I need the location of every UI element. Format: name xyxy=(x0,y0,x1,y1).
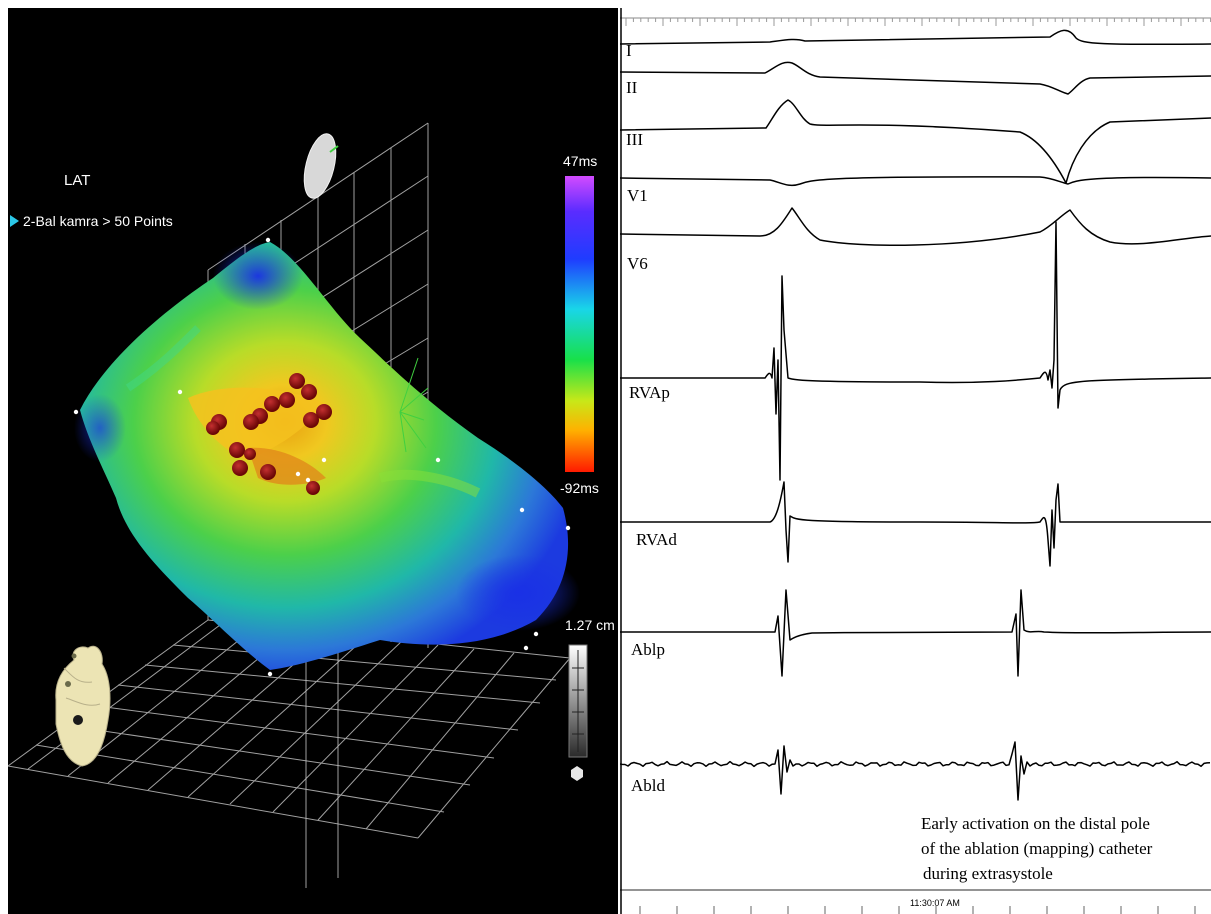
lead-label-v1: V1 xyxy=(627,186,648,205)
trace-lead-ii xyxy=(620,61,1211,95)
lead-label-iii: III xyxy=(626,130,643,149)
distance-ruler-icon[interactable] xyxy=(568,644,588,781)
lead-label-abld: Abld xyxy=(631,776,665,795)
annotation-line-1: Early activation on the distal pole xyxy=(921,814,1150,833)
trace-lead-iii xyxy=(620,99,1211,184)
trace-lead-v6 xyxy=(620,207,1211,246)
map-layer-item[interactable]: 2-Bal kamra > 50 Points xyxy=(10,213,173,229)
trace-lead-rvad xyxy=(620,481,1211,567)
lead-label-ii: II xyxy=(626,78,638,97)
recording-timestamp: 11:30:07 AM xyxy=(910,898,960,908)
lat-color-scale xyxy=(565,176,594,472)
electrogram-panel[interactable]: I II III V1 V6 RVAp RVAd Ablp Abld Early… xyxy=(620,0,1211,914)
orientation-ellipse-icon[interactable] xyxy=(298,131,341,202)
ablation-lesions xyxy=(206,373,332,495)
scale-min-label: -92ms xyxy=(560,480,599,496)
trace-lead-v1 xyxy=(620,176,1211,187)
time-ruler-top-ticks xyxy=(625,18,1211,26)
scale-max-label: 47ms xyxy=(563,153,598,169)
heart-model-icon[interactable] xyxy=(55,645,111,767)
lead-label-i: I xyxy=(626,41,632,60)
map-measure-label: LAT xyxy=(64,172,91,189)
panel-divider xyxy=(618,0,620,914)
ventricle-surface[interactable] xyxy=(74,242,580,670)
lead-label-rvap: RVAp xyxy=(629,383,670,402)
distance-label: 1.27 cm xyxy=(565,617,615,633)
annotation-text: Early activation on the distal pole of t… xyxy=(921,811,1211,886)
time-ruler-bottom-ticks xyxy=(639,906,1196,914)
layer-pointer-icon xyxy=(10,215,19,227)
annotation-line-3: during extrasystole xyxy=(923,864,1053,883)
map-layer-label: 2-Bal kamra > 50 Points xyxy=(23,213,173,229)
activation-map-panel[interactable]: LAT 2-Bal kamra > 50 Points 47ms -92ms 1… xyxy=(8,8,618,914)
lead-label-v6: V6 xyxy=(627,254,648,273)
lead-label-ablp: Ablp xyxy=(631,640,665,659)
annotation-line-2: of the ablation (mapping) catheter xyxy=(921,839,1153,858)
activation-map-canvas[interactable] xyxy=(8,8,618,914)
trace-lead-abld xyxy=(620,741,1211,801)
trace-lead-ablp xyxy=(620,589,1211,677)
lead-label-rvad: RVAd xyxy=(636,530,677,549)
trace-lead-i xyxy=(620,29,1211,46)
electrogram-canvas xyxy=(620,8,1211,914)
trace-lead-rvap xyxy=(620,221,1211,481)
catheter-tip-icon xyxy=(399,357,429,453)
